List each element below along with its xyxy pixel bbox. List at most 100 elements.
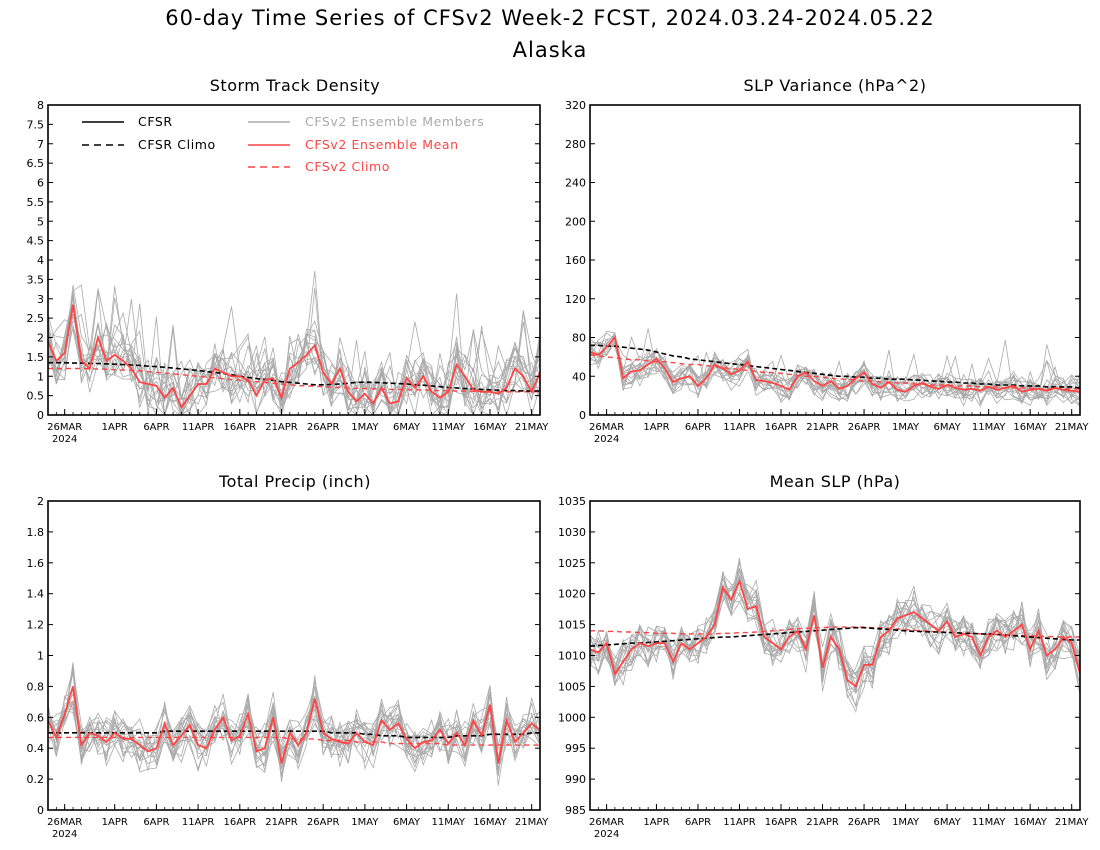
x-tick-label: 6APR: [685, 422, 711, 433]
x-tick-label: 26APR: [307, 422, 340, 433]
x-tick-label: 6APR: [685, 817, 711, 828]
x-tick-label: 6MAY: [934, 422, 962, 433]
ensemble-mean-line: [590, 335, 1080, 393]
plot-frame: [47, 500, 541, 811]
x-tick-label: 6APR: [143, 422, 169, 433]
cfsr-climo-line: [590, 626, 1080, 647]
y-tick-label: 3.5: [27, 273, 45, 286]
ensemble-member-line: [48, 290, 540, 415]
x-tick-label: 1MAY: [351, 817, 379, 828]
y-tick-label: 0.2: [27, 773, 45, 786]
y-tick-label: 1.6: [27, 557, 45, 570]
x-tick-label: 16MAY: [1013, 817, 1047, 828]
ensemble-member-line: [590, 339, 1080, 407]
x-tick-label: 1APR: [102, 817, 128, 828]
x-tick-label: 26APR: [848, 817, 881, 828]
ensemble-member-line: [590, 581, 1080, 685]
y-tick-label: 2: [37, 332, 44, 345]
x-tick-label: 21MAY: [515, 817, 549, 828]
x-year-label: 2024: [594, 829, 619, 840]
x-tick-label: 1MAY: [351, 422, 379, 433]
x-tick-label: 21APR: [265, 422, 298, 433]
x-tick-label: 21MAY: [1055, 422, 1089, 433]
y-tick-label: 280: [565, 138, 586, 151]
panel-slp-variance: SLP Variance (hPa^2) 0 40 80 120 160 200 240 28…: [565, 76, 1089, 445]
legend-label-members: CFSv2 Ensemble Members: [305, 114, 484, 129]
y-tick-label: 320: [565, 99, 586, 112]
x-tick-label: 11APR: [182, 817, 215, 828]
legend-label-ens-mean: CFSv2 Ensemble Mean: [305, 137, 459, 152]
x-tick-label: 26MAR: [47, 422, 82, 433]
y-tick-label: 1000: [558, 711, 586, 724]
legend-label-cfsr: CFSR: [138, 114, 173, 129]
y-tick-label: 120: [565, 293, 586, 306]
series-group: [590, 328, 1080, 407]
y-tick-label: 3: [37, 293, 44, 306]
ensemble-member-line: [48, 693, 540, 770]
y-tick-label: 990: [565, 773, 586, 786]
y-tick-label: 1020: [558, 588, 586, 601]
ensemble-member-line: [48, 677, 540, 786]
x-tick-label: 21APR: [265, 817, 298, 828]
y-tick-label: 4.5: [27, 235, 45, 248]
series-group: [48, 270, 540, 415]
plot-area: 0 0.5 1 1.5 2 2.5 3 3.5 4 4.5 5 5.5 6 6.5 7 7.5 8 26MAR 1A…: [27, 99, 550, 445]
x-tick-label: 1MAY: [892, 422, 920, 433]
x-tick-label: 11APR: [182, 422, 215, 433]
panel-storm-track-density: Storm Track Density 0 0.5 1 1.5 2 2.5 3 3.5 4 4.5…: [27, 76, 550, 445]
y-tick-label: 6: [37, 177, 44, 190]
x-tick-label: 11MAY: [972, 422, 1006, 433]
x-tick-label: 6MAY: [393, 817, 421, 828]
cfsr-climo-line: [48, 361, 540, 392]
y-tick-label: 0.5: [27, 390, 45, 403]
legend-label-cfsr-climo: CFSR Climo: [138, 137, 216, 152]
y-tick-label: 0.4: [27, 742, 45, 755]
x-year-label: 2024: [52, 434, 77, 445]
y-tick-label: 5.5: [27, 196, 45, 209]
x-tick-label: 11APR: [723, 422, 756, 433]
x-tick-label: 1APR: [643, 422, 669, 433]
y-tick-label: 1.4: [27, 588, 45, 601]
cfsv2-climo-line: [48, 367, 540, 393]
ensemble-member-line: [48, 285, 540, 415]
panel-total-precip: Total Precip (inch) 0 0.2 0.4 0.6 0.8 1 1.2 1.4…: [27, 472, 550, 840]
x-year-label: 2024: [52, 829, 77, 840]
y-tick-label: 1010: [558, 650, 586, 663]
y-tick-label: 1.5: [27, 351, 45, 364]
figure-subtitle: Alaska: [513, 38, 588, 62]
y-tick-label: 80: [572, 332, 586, 345]
panel-title: Mean SLP (hPa): [770, 472, 901, 491]
cfsr-climo-line: [590, 344, 1080, 389]
legend-label-cfsv2-climo: CFSv2 Climo: [305, 159, 390, 174]
ensemble-member-line: [590, 339, 1080, 401]
y-tick-label: 6.5: [27, 157, 45, 170]
y-tick-label: 985: [565, 804, 586, 817]
y-tick-label: 995: [565, 742, 586, 755]
plot-area: 0 0.2 0.4 0.6 0.8 1 1.2 1.4 1.6 1.8 2 26MAR 1APR 6APR…: [27, 495, 550, 840]
ensemble-member-line: [48, 669, 540, 770]
x-tick-label: 11MAY: [432, 422, 466, 433]
x-tick-label: 11APR: [723, 817, 756, 828]
ensemble-member-line: [590, 574, 1080, 683]
y-tick-label: 8: [37, 99, 44, 112]
x-tick-label: 16MAY: [473, 422, 507, 433]
y-tick-label: 240: [565, 177, 586, 190]
y-tick-label: 7: [37, 138, 44, 151]
x-tick-label: 21MAY: [1055, 817, 1089, 828]
x-tick-label: 26APR: [307, 817, 340, 828]
ensemble-member-line: [48, 284, 540, 415]
y-tick-label: 0: [37, 409, 44, 422]
y-tick-label: 2.5: [27, 312, 45, 325]
ensemble-member-line: [48, 672, 540, 773]
plot-frame: [589, 500, 1081, 811]
x-tick-label: 21APR: [806, 422, 839, 433]
x-tick-label: 6MAY: [934, 817, 962, 828]
x-tick-label: 16APR: [765, 422, 798, 433]
ensemble-mean-line: [590, 578, 1080, 688]
ensemble-mean-line: [48, 304, 540, 410]
x-tick-label: 26MAR: [589, 422, 624, 433]
y-tick-label: 0: [579, 409, 586, 422]
y-tick-label: 1.8: [27, 526, 45, 539]
plot-area: 985 990 995 1000 1005 1010 1015 1020 1025 1030 103…: [558, 495, 1089, 840]
